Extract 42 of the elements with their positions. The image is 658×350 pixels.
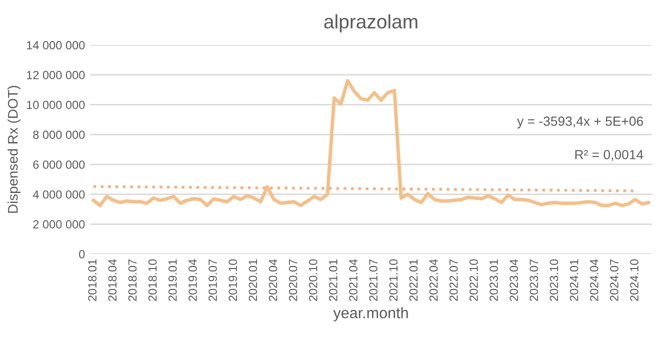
x-tick-label: 2022.04 <box>429 259 438 301</box>
x-tick-label: 2019.07 <box>208 259 217 301</box>
y-tick-label: 12 000 000 <box>26 70 85 80</box>
x-tick-label: 2023.04 <box>510 259 518 301</box>
x-tick-label: 2024.01 <box>570 259 578 301</box>
x-tick-label: 2018.01 <box>88 259 97 301</box>
x-tick-label: 2023.07 <box>530 259 538 301</box>
x-tick-label: 2019.10 <box>228 259 238 301</box>
x-tick-label: 2019.04 <box>188 259 197 301</box>
x-tick-label: 2018.07 <box>128 259 137 301</box>
x-tick-label: 2020.07 <box>288 259 298 301</box>
y-tick-label: 4 000 000 <box>32 190 85 199</box>
x-axis-title: year.month <box>333 307 408 322</box>
x-tick-label: 2022.07 <box>449 259 458 301</box>
y-axis-title: Dispensed Rx (DOT) <box>8 86 21 213</box>
annotation: R² = 0,0014 <box>575 150 644 161</box>
y-tick-label: 14 000 000 <box>26 41 85 50</box>
x-tick-label: 2024.04 <box>590 259 598 301</box>
x-tick-label: 2020.10 <box>308 259 318 301</box>
x-tick-label: 2021.01 <box>329 259 338 301</box>
y-tick-label: 8 000 000 <box>33 130 85 139</box>
x-tick-label: 2019.01 <box>168 259 177 301</box>
y-tick-label: 10 000 000 <box>26 100 85 110</box>
x-tick-label: 2018.10 <box>148 259 157 301</box>
x-tick-label: 2022.10 <box>470 259 478 301</box>
x-tick-label: 2023.10 <box>550 259 558 301</box>
x-tick-label: 2024.10 <box>630 259 638 301</box>
x-tick-label: 2021.04 <box>349 259 358 301</box>
x-tick-label: 2022.01 <box>409 259 418 301</box>
annotation: y = -3593,4x + 5E+06 <box>517 116 643 128</box>
y-tick-label: 6 000 000 <box>33 160 85 169</box>
x-tick-label: 2020.04 <box>268 259 278 301</box>
chart-title: alprazolam <box>324 14 418 32</box>
x-tick-label: 2023.01 <box>490 259 498 301</box>
x-tick-label: 2018.04 <box>108 259 117 301</box>
x-tick-label: 2021.10 <box>389 259 398 301</box>
x-tick-label: 2024.07 <box>610 259 618 301</box>
line-series <box>92 79 650 208</box>
x-tick-label: 2021.07 <box>369 259 378 301</box>
y-tick-label: 2 000 000 <box>33 220 85 229</box>
y-tick-label: 0 <box>79 250 85 258</box>
x-tick-label: 2020.01 <box>248 259 258 301</box>
